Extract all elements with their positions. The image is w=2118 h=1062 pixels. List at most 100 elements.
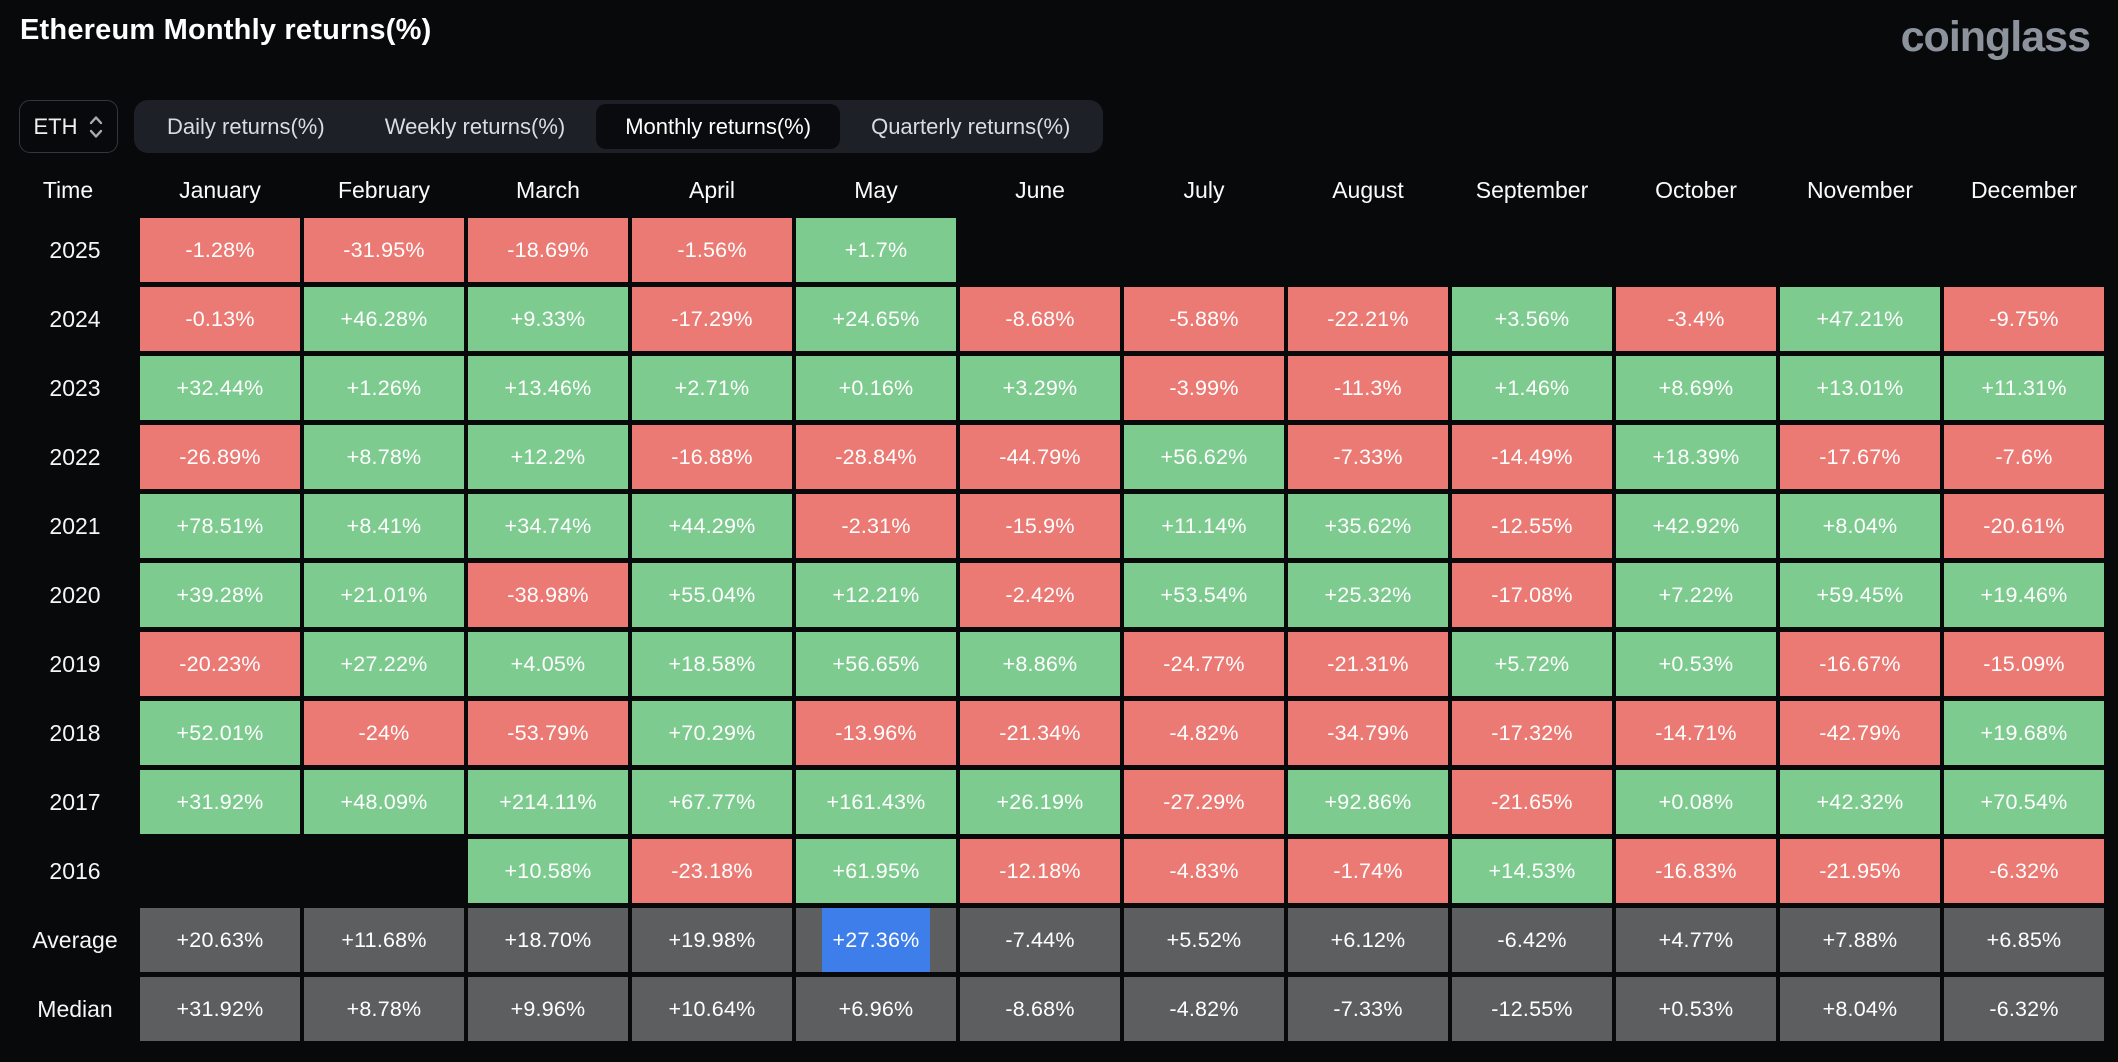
cell-2017-january[interactable]: +31.92% (140, 770, 300, 834)
cell-2021-march[interactable]: +34.74% (468, 494, 628, 558)
cell-2022-january[interactable]: -26.89% (140, 425, 300, 489)
cell-2022-june[interactable]: -44.79% (960, 425, 1120, 489)
cell-2025-january[interactable]: -1.28% (140, 218, 300, 282)
cell-2023-february[interactable]: +1.26% (304, 356, 464, 420)
cell-average-january[interactable]: +20.63% (140, 908, 300, 972)
cell-average-june[interactable]: -7.44% (960, 908, 1120, 972)
cell-average-september[interactable]: -6.42% (1452, 908, 1612, 972)
cell-2019-june[interactable]: +8.86% (960, 632, 1120, 696)
tab-quarterly[interactable]: Quarterly returns(%) (871, 113, 1071, 139)
cell-2023-july[interactable]: -3.99% (1124, 356, 1284, 420)
cell-2017-april[interactable]: +67.77% (632, 770, 792, 834)
cell-2019-february[interactable]: +27.22% (304, 632, 464, 696)
cell-2019-april[interactable]: +18.58% (632, 632, 792, 696)
cell-2024-february[interactable]: +46.28% (304, 287, 464, 351)
cell-2016-november[interactable]: -21.95% (1780, 839, 1940, 903)
cell-2019-may[interactable]: +56.65% (796, 632, 956, 696)
cell-average-july[interactable]: +5.52% (1124, 908, 1284, 972)
cell-2023-august[interactable]: -11.3% (1288, 356, 1448, 420)
cell-2023-january[interactable]: +32.44% (140, 356, 300, 420)
cell-2023-september[interactable]: +1.46% (1452, 356, 1612, 420)
cell-median-march[interactable]: +9.96% (468, 977, 628, 1041)
cell-2019-august[interactable]: -21.31% (1288, 632, 1448, 696)
tab-weekly[interactable]: Weekly returns(%) (384, 113, 566, 139)
cell-2019-october[interactable]: +0.53% (1616, 632, 1776, 696)
cell-2024-may[interactable]: +24.65% (796, 287, 956, 351)
cell-2021-september[interactable]: -12.55% (1452, 494, 1612, 558)
cell-2018-september[interactable]: -17.32% (1452, 701, 1612, 765)
cell-2022-december[interactable]: -7.6% (1944, 425, 2104, 489)
cell-average-march[interactable]: +18.70% (468, 908, 628, 972)
cell-2021-april[interactable]: +44.29% (632, 494, 792, 558)
cell-average-april[interactable]: +19.98% (632, 908, 792, 972)
cell-2021-january[interactable]: +78.51% (140, 494, 300, 558)
cell-2016-september[interactable]: +14.53% (1452, 839, 1612, 903)
cell-2017-february[interactable]: +48.09% (304, 770, 464, 834)
cell-2020-march[interactable]: -38.98% (468, 563, 628, 627)
cell-2022-may[interactable]: -28.84% (796, 425, 956, 489)
cell-2024-april[interactable]: -17.29% (632, 287, 792, 351)
cell-2019-september[interactable]: +5.72% (1452, 632, 1612, 696)
cell-2025-february[interactable]: -31.95% (304, 218, 464, 282)
cell-2024-november[interactable]: +47.21% (1780, 287, 1940, 351)
cell-average-february[interactable]: +11.68% (304, 908, 464, 972)
cell-2016-july[interactable]: -4.83% (1124, 839, 1284, 903)
cell-2017-december[interactable]: +70.54% (1944, 770, 2104, 834)
cell-average-december[interactable]: +6.85% (1944, 908, 2104, 972)
cell-2017-may[interactable]: +161.43% (796, 770, 956, 834)
cell-2018-january[interactable]: +52.01% (140, 701, 300, 765)
cell-2021-december[interactable]: -20.61% (1944, 494, 2104, 558)
cell-2018-may[interactable]: -13.96% (796, 701, 956, 765)
cell-2017-november[interactable]: +42.32% (1780, 770, 1940, 834)
cell-2016-august[interactable]: -1.74% (1288, 839, 1448, 903)
cell-average-august[interactable]: +6.12% (1288, 908, 1448, 972)
cell-2017-june[interactable]: +26.19% (960, 770, 1120, 834)
cell-2022-july[interactable]: +56.62% (1124, 425, 1284, 489)
cell-2019-march[interactable]: +4.05% (468, 632, 628, 696)
cell-2022-april[interactable]: -16.88% (632, 425, 792, 489)
cell-2021-june[interactable]: -15.9% (960, 494, 1120, 558)
cell-2020-november[interactable]: +59.45% (1780, 563, 1940, 627)
cell-2022-october[interactable]: +18.39% (1616, 425, 1776, 489)
cell-2023-may[interactable]: +0.16% (796, 356, 956, 420)
cell-median-november[interactable]: +8.04% (1780, 977, 1940, 1041)
cell-2025-march[interactable]: -18.69% (468, 218, 628, 282)
cell-2018-april[interactable]: +70.29% (632, 701, 792, 765)
cell-2024-june[interactable]: -8.68% (960, 287, 1120, 351)
cell-2024-december[interactable]: -9.75% (1944, 287, 2104, 351)
cell-2022-march[interactable]: +12.2% (468, 425, 628, 489)
cell-2023-june[interactable]: +3.29% (960, 356, 1120, 420)
cell-2021-february[interactable]: +8.41% (304, 494, 464, 558)
cell-2016-march[interactable]: +10.58% (468, 839, 628, 903)
cell-median-january[interactable]: +31.92% (140, 977, 300, 1041)
cell-2024-october[interactable]: -3.4% (1616, 287, 1776, 351)
cell-2019-july[interactable]: -24.77% (1124, 632, 1284, 696)
cell-2016-december[interactable]: -6.32% (1944, 839, 2104, 903)
cell-2020-january[interactable]: +39.28% (140, 563, 300, 627)
cell-2020-december[interactable]: +19.46% (1944, 563, 2104, 627)
cell-2021-may[interactable]: -2.31% (796, 494, 956, 558)
cell-2018-july[interactable]: -4.82% (1124, 701, 1284, 765)
cell-2023-april[interactable]: +2.71% (632, 356, 792, 420)
cell-2022-september[interactable]: -14.49% (1452, 425, 1612, 489)
cell-2022-november[interactable]: -17.67% (1780, 425, 1940, 489)
cell-2023-march[interactable]: +13.46% (468, 356, 628, 420)
cell-2018-march[interactable]: -53.79% (468, 701, 628, 765)
cell-2020-august[interactable]: +25.32% (1288, 563, 1448, 627)
cell-2021-july[interactable]: +11.14% (1124, 494, 1284, 558)
cell-2018-november[interactable]: -42.79% (1780, 701, 1940, 765)
cell-average-november[interactable]: +7.88% (1780, 908, 1940, 972)
cell-2017-july[interactable]: -27.29% (1124, 770, 1284, 834)
cell-2019-december[interactable]: -15.09% (1944, 632, 2104, 696)
cell-2018-december[interactable]: +19.68% (1944, 701, 2104, 765)
cell-2022-august[interactable]: -7.33% (1288, 425, 1448, 489)
cell-2024-january[interactable]: -0.13% (140, 287, 300, 351)
cell-2019-november[interactable]: -16.67% (1780, 632, 1940, 696)
cell-2020-june[interactable]: -2.42% (960, 563, 1120, 627)
cell-2016-june[interactable]: -12.18% (960, 839, 1120, 903)
cell-2021-october[interactable]: +42.92% (1616, 494, 1776, 558)
cell-median-july[interactable]: -4.82% (1124, 977, 1284, 1041)
cell-2016-october[interactable]: -16.83% (1616, 839, 1776, 903)
cell-2016-april[interactable]: -23.18% (632, 839, 792, 903)
cell-2016-may[interactable]: +61.95% (796, 839, 956, 903)
